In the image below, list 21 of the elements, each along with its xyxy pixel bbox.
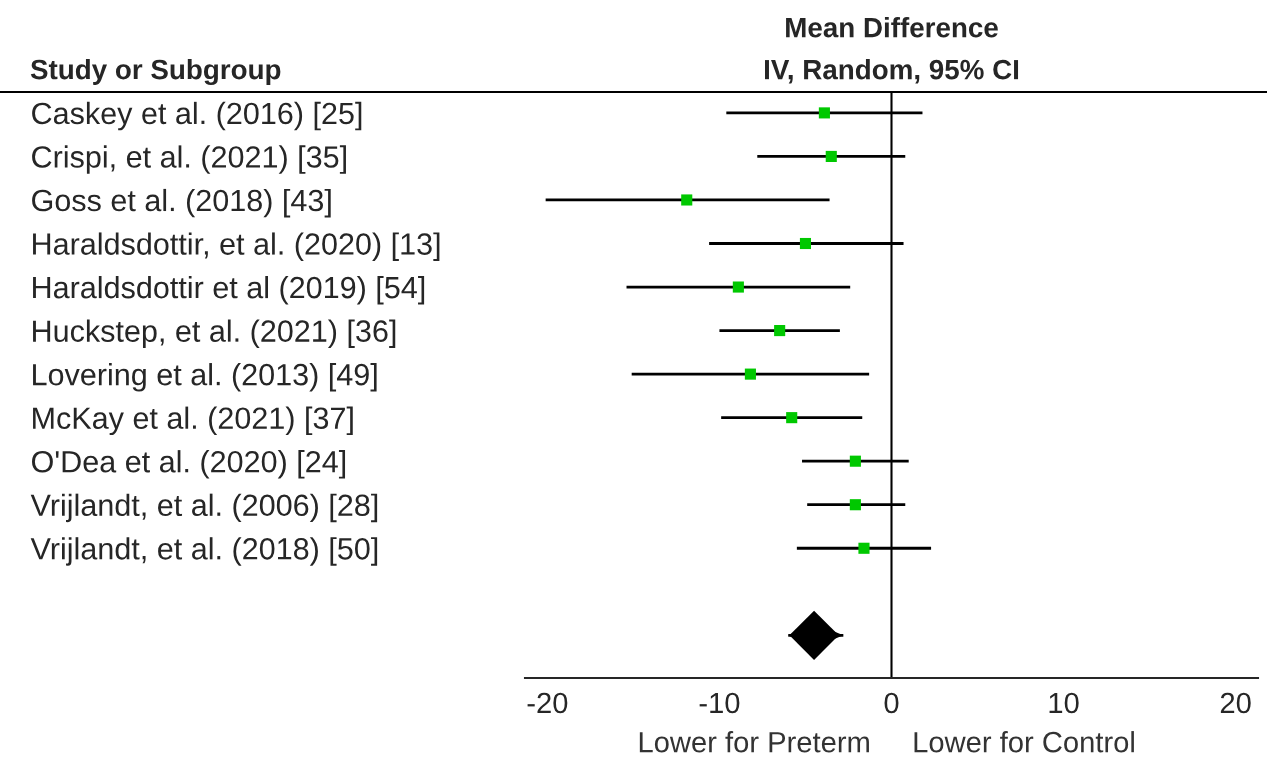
y-tick-label: Haraldsdottir, et al. (2020) [13] (33, 232, 440, 261)
y-tick-label: McKay et al. (2021) [37] (33, 406, 353, 436)
y-tick-label: Lovering et al. (2013) [49] (33, 363, 377, 392)
x-tick-label: -20 (527, 692, 568, 714)
y-axis-title: Study or Subgroup (30, 58, 281, 86)
x-tick-label: 10 (1049, 692, 1079, 714)
x-tick-label: 20 (1220, 692, 1251, 714)
chart-title: Mean Difference (786, 17, 998, 38)
y-tick-label: Vrijlandt, et al. (2018) [50] (30, 537, 378, 566)
y-tick-label: Goss et al. (2018) [43] (32, 188, 331, 218)
chart-subtitle: IV, Random, 95% CI (764, 59, 1019, 84)
x-tick-label: -10 (699, 692, 740, 714)
y-tick-label: Crispi, et al. (2021) [35] (32, 145, 346, 174)
y-tick-label: Huckstep, et al. (2021) [36] (33, 319, 396, 348)
y-tick-label: O'Dea et al. (2020) [24] (32, 450, 346, 479)
text: Lower for Control (914, 731, 1134, 753)
y-tick-label: Haraldsdottir et al (2019) [54] (33, 275, 425, 305)
y-tick-label: Vrijlandt, et al. (2006) [28] (30, 493, 378, 523)
text: Lower for Preterm (639, 731, 869, 753)
x-tick-label: 0 (884, 692, 899, 714)
y-tick-label: Caskey et al. (2016) [25] (32, 101, 362, 131)
